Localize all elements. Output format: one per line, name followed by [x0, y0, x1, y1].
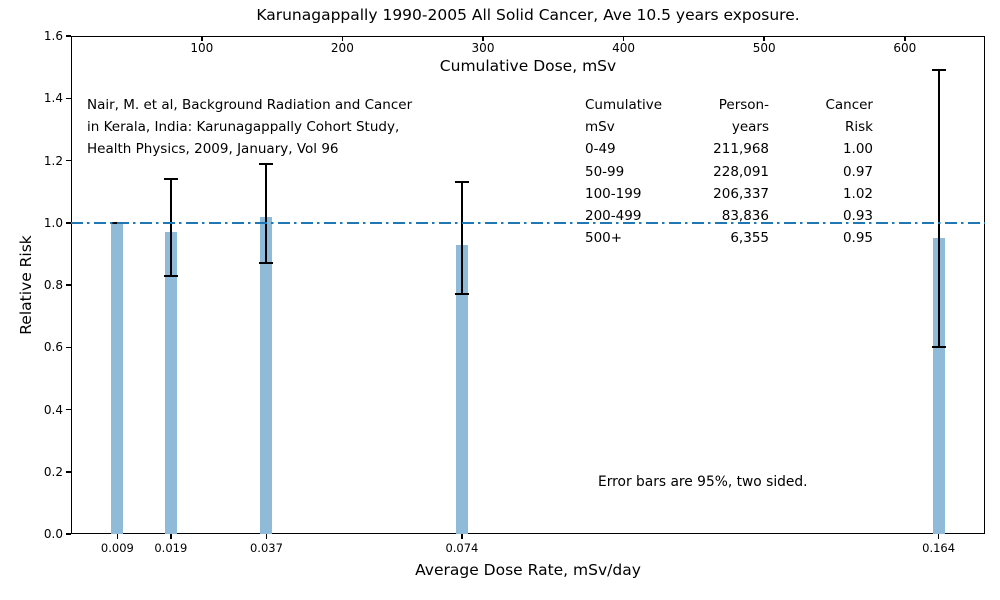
error-bar-line — [460, 182, 463, 295]
table-cell: 228,091 — [713, 163, 769, 180]
citation-line: Nair, M. et al, Background Radiation and… — [87, 97, 413, 113]
error-bar-cap — [931, 69, 946, 72]
risk-bar — [111, 222, 124, 534]
top-axis-tick — [622, 36, 625, 41]
table-header-cell: years — [731, 119, 769, 136]
y-axis-tick — [66, 159, 71, 162]
table-cell: 1.02 — [842, 185, 873, 202]
table-header-cell: Risk — [845, 119, 873, 136]
x-axis-tick-label: 0.019 — [154, 541, 188, 555]
citation-line: Health Physics, 2009, January, Vol 96 — [87, 141, 339, 158]
y-axis-tick — [66, 284, 71, 286]
error-bars-note: Error bars are 95%, two sided. — [598, 474, 808, 490]
error-bar-line — [937, 70, 940, 348]
error-bar-cap — [259, 262, 274, 265]
dose-risk-table: Cumulative Person- Cancer mSv years Risk 0-49 2… — [585, 94, 873, 249]
error-bar-cap — [163, 178, 178, 181]
top-axis-tick — [482, 36, 484, 41]
y-axis-tick-label: 0.2 — [43, 464, 63, 479]
table-cell: 0.97 — [842, 163, 873, 180]
y-axis-tick — [66, 471, 71, 473]
error-bar-cap — [454, 181, 469, 184]
table-cell: 206,337 — [713, 185, 769, 202]
x-axis-tick-label: 0.164 — [922, 541, 956, 555]
table-cell: 200-499 — [585, 208, 642, 225]
table-header-cell: mSv — [585, 119, 615, 136]
table-header-cell: Person- — [718, 97, 769, 113]
y-axis-tick-label: 0.6 — [43, 340, 63, 355]
top-axis-tick-label: 500 — [752, 41, 776, 55]
y-axis-tick — [66, 408, 71, 411]
table-cell: 6,355 — [730, 230, 769, 247]
table-cell: 500+ — [585, 230, 623, 247]
y-axis-tick — [66, 222, 71, 224]
error-bar-cap — [163, 274, 178, 277]
table-cell: 83,836 — [721, 208, 769, 225]
table-cell: 1.00 — [842, 141, 873, 158]
risk-bar — [164, 232, 177, 534]
top-axis-tick — [341, 36, 344, 41]
top-axis-tick-label: 100 — [190, 41, 214, 55]
table-cell: 0.95 — [842, 230, 873, 247]
y-axis-tick-label: 1.6 — [43, 29, 63, 43]
y-axis-tick — [66, 346, 71, 348]
x-axis-tick — [937, 534, 940, 539]
table-header-cell: Cumulative — [585, 97, 663, 113]
error-bar-line — [169, 179, 172, 276]
y-axis-tick-label: 1.2 — [43, 153, 63, 168]
chart-title: Karunagappally 1990-2005 All Solid Cance… — [256, 6, 800, 24]
error-bar-cap — [259, 162, 274, 165]
citation-line: in Kerala, India: Karunagappally Cohort … — [87, 119, 400, 136]
top-axis-tick-label: 400 — [612, 41, 636, 55]
y-axis-tick — [66, 533, 71, 535]
x-axis-tick-label: 0.074 — [445, 541, 479, 555]
reference-line — [71, 221, 985, 224]
y-axis-tick — [66, 35, 71, 37]
top-axis-tick — [201, 36, 203, 41]
table-cell: 0-49 — [585, 141, 616, 158]
risk-bar — [455, 244, 468, 534]
risk-bar — [260, 216, 273, 534]
table-cell: 100-199 — [585, 185, 642, 202]
x-axis-tick — [116, 534, 119, 539]
bottom-axis-label: Average Dose Rate, mSv/day — [415, 561, 641, 579]
y-axis-tick-label: 0.0 — [43, 527, 63, 541]
top-axis-tick-label: 200 — [330, 41, 354, 55]
top-axis-tick — [763, 36, 765, 41]
plot-area — [71, 36, 985, 534]
x-axis-tick — [170, 534, 172, 539]
y-axis-tick-label: 0.8 — [43, 278, 63, 292]
y-axis-tick-label: 1.4 — [43, 91, 63, 106]
x-axis-tick — [265, 534, 268, 539]
top-axis-tick — [904, 36, 906, 41]
table-cell: 50-99 — [585, 163, 625, 180]
table-cell: 211,968 — [713, 141, 769, 158]
error-bar-cap — [931, 346, 946, 349]
y-axis-tick-label: 1.0 — [43, 215, 63, 230]
top-axis-label: Cumulative Dose, mSv — [439, 57, 617, 75]
x-axis-tick-label: 0.037 — [249, 541, 283, 555]
top-axis-tick-label: 600 — [893, 41, 917, 55]
risk-bar — [932, 238, 945, 534]
table-header-cell: Cancer — [825, 97, 873, 113]
citation-annotation: Nair, M. et al, Background Radiation and… — [87, 94, 412, 161]
error-bar-cap — [454, 293, 469, 296]
y-axis-tick-label: 0.4 — [43, 402, 63, 417]
x-axis-tick — [461, 534, 463, 539]
table-cell: 0.93 — [842, 208, 873, 225]
error-bar-line — [265, 163, 268, 264]
top-axis-tick-label: 300 — [471, 41, 495, 55]
x-axis-tick-label: 0.009 — [100, 541, 134, 555]
y-axis-tick — [66, 97, 71, 99]
